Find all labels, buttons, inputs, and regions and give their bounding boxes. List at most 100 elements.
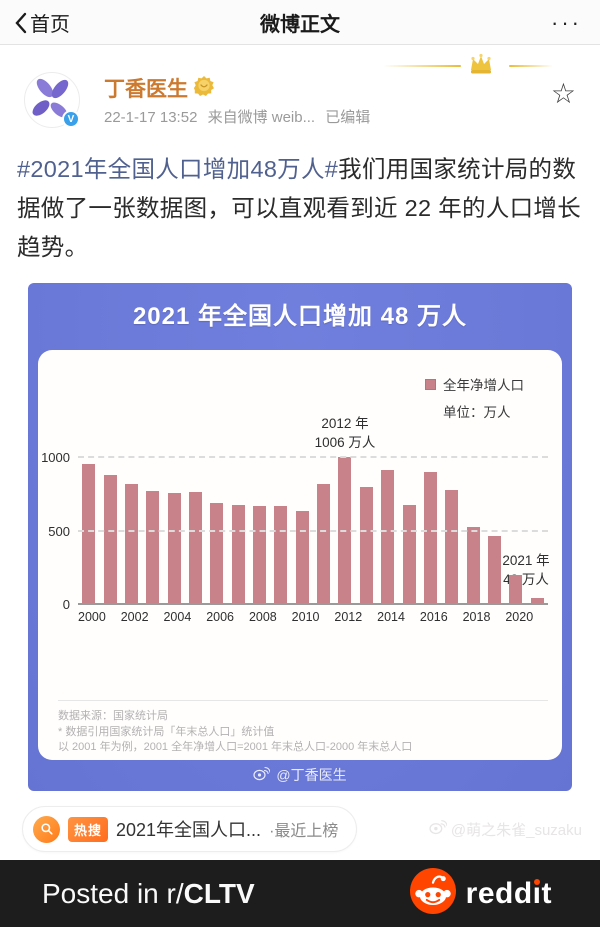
deco-line-left (383, 65, 461, 67)
subreddit-name: CLTV (183, 877, 255, 909)
hot-search-row: 热搜 2021年全国人口... ·最近上榜 @萌之朱雀_suzaku (22, 806, 582, 852)
bar-2000 (82, 464, 96, 605)
bar-slot-2013 (356, 350, 377, 605)
bar-2008 (253, 506, 267, 605)
post-body: #2021年全国人口增加48万人#我们用国家统计局的数据做了一张数据图，可以直观… (17, 150, 583, 267)
reddit-banner: Posted in r/CLTV reddı t (0, 860, 600, 927)
y-tick-500: 500 (48, 523, 70, 539)
hashtag-link[interactable]: #2021年全国人口增加48万人# (17, 156, 339, 182)
x-tick-2008: 2008 (248, 610, 277, 624)
x-tick-2017 (448, 610, 463, 624)
bar-2021 (530, 598, 544, 605)
x-tick-2001 (106, 610, 121, 624)
x-tick-2019 (490, 610, 505, 624)
chart-card: 全年净增人口 单位：万人 2012 年 1006 万人 2021 年 48 万人… (38, 350, 562, 760)
bar-slot-2016 (420, 350, 441, 605)
x-tick-2016: 2016 (419, 610, 448, 624)
x-tick-2014: 2014 (377, 610, 405, 624)
reddit-wordmark: reddı t (465, 876, 552, 910)
bar-2017 (445, 490, 459, 605)
x-tick-2018: 2018 (462, 610, 491, 624)
post-header: V 丁香医生 22-1-17 13:52 来自微博 weib... 已编辑 ☆ (22, 66, 580, 138)
gridline-0 (78, 603, 548, 605)
chart-legend: 全年净增人口 单位：万人 (425, 374, 524, 421)
legend-label: 全年净增人口 (443, 378, 524, 393)
bar-slot-2021 (527, 350, 548, 605)
watermark-text: @丁香医生 (276, 767, 347, 783)
note-line-1: 数据来源：国家统计局 (58, 710, 168, 722)
bar-slot-2003 (142, 350, 163, 605)
notes-divider (58, 700, 548, 701)
back-label: 首页 (30, 14, 70, 36)
search-icon (33, 815, 60, 843)
bar-2014 (381, 470, 395, 605)
bar-2005 (188, 492, 202, 605)
back-chevron-icon (14, 12, 28, 34)
bar-2013 (359, 487, 373, 605)
page-title: 微博正文 (260, 13, 340, 36)
posted-in-text: Posted in r/CLTV (42, 877, 255, 909)
bar-2011 (317, 484, 331, 605)
crown-icon (467, 52, 495, 81)
bar-slot-2020 (505, 350, 526, 605)
x-tick-2011 (319, 610, 334, 624)
x-tick-2009 (277, 610, 292, 624)
bar-slot-2017 (441, 350, 462, 605)
x-axis-labels: 2000 2002 2004 2006 2008 2010 2012 2014 2016 2018… (78, 610, 548, 624)
gridline-500 (78, 529, 548, 532)
bar-2018 (466, 527, 480, 605)
vip-crown-decoration (383, 52, 553, 82)
x-tick-2010: 2010 (291, 610, 320, 624)
bar-2002 (124, 484, 138, 605)
x-tick-2002: 2002 (120, 610, 149, 624)
bar-2001 (103, 475, 117, 605)
infographic-image[interactable]: 2021 年全国人口增加 48 万人 全年净增人口 单位：万人 2012 年 1… (28, 283, 572, 791)
x-tick-2021 (533, 610, 548, 624)
bar-slot-2005 (185, 350, 206, 605)
bar-slot-2004 (163, 350, 184, 605)
y-axis-labels: 0 500 1000 (38, 350, 74, 612)
author-name[interactable]: 丁香医生 (104, 78, 188, 101)
bar-slot-2015 (398, 350, 419, 605)
post-edited-label: 已编辑 (325, 109, 371, 126)
hot-search-status: ·最近上榜 (269, 823, 339, 840)
bar-slot-2011 (313, 350, 334, 605)
user-watermark: @萌之朱雀_suzaku (429, 819, 582, 840)
bar-2016 (423, 472, 437, 605)
x-tick-2013 (362, 610, 377, 624)
post-time: 22-1-17 13:52 (104, 109, 198, 126)
verified-v-badge-icon: V (62, 110, 80, 128)
post-source: 来自微博 weib... (207, 109, 316, 126)
bar-slot-2019 (484, 350, 505, 605)
plot-bars (78, 350, 548, 605)
x-tick-2020: 2020 (505, 610, 534, 624)
top-nav-bar: 首页 微博正文 ··· (0, 0, 600, 45)
gridline-1000 (78, 456, 548, 458)
post-body-text: 我们用国家统计局的数据做了一张数据图，可以直观看到近 22 年的人口增长趋势。 (17, 156, 581, 260)
infographic-watermark: @丁香医生 (28, 765, 572, 785)
back-button[interactable]: 首页 (14, 0, 70, 45)
bar-2004 (167, 493, 181, 605)
bar-slot-2010 (292, 350, 313, 605)
reddit-snoo-icon (409, 868, 456, 919)
y-tick-0: 0 (62, 597, 70, 612)
x-tick-2004: 2004 (163, 610, 192, 624)
favorite-star-icon[interactable]: ☆ (550, 78, 576, 109)
hot-search-pill[interactable]: 热搜 2021年全国人口... ·最近上榜 (22, 806, 358, 852)
x-tick-2012: 2012 (334, 610, 363, 624)
gold-vip-badge-icon (193, 75, 214, 101)
x-tick-2007 (234, 610, 249, 624)
bar-slot-2012 (334, 350, 355, 605)
more-options-button[interactable]: ··· (551, 9, 582, 35)
deco-line-right (509, 65, 553, 67)
reddit-brand[interactable]: reddı t (409, 868, 552, 919)
x-tick-2015 (405, 610, 420, 624)
bar-2015 (402, 505, 416, 605)
chart-title: 2021 年全国人口增加 48 万人 (132, 303, 468, 330)
bar-chart: 0 500 1000 2000 2002 2004 2006 2008 2010 2012 201… (38, 350, 562, 640)
bar-slot-2008 (249, 350, 270, 605)
hot-badge: 热搜 (68, 816, 109, 842)
bar-2020 (509, 575, 523, 605)
x-tick-2003 (149, 610, 164, 624)
